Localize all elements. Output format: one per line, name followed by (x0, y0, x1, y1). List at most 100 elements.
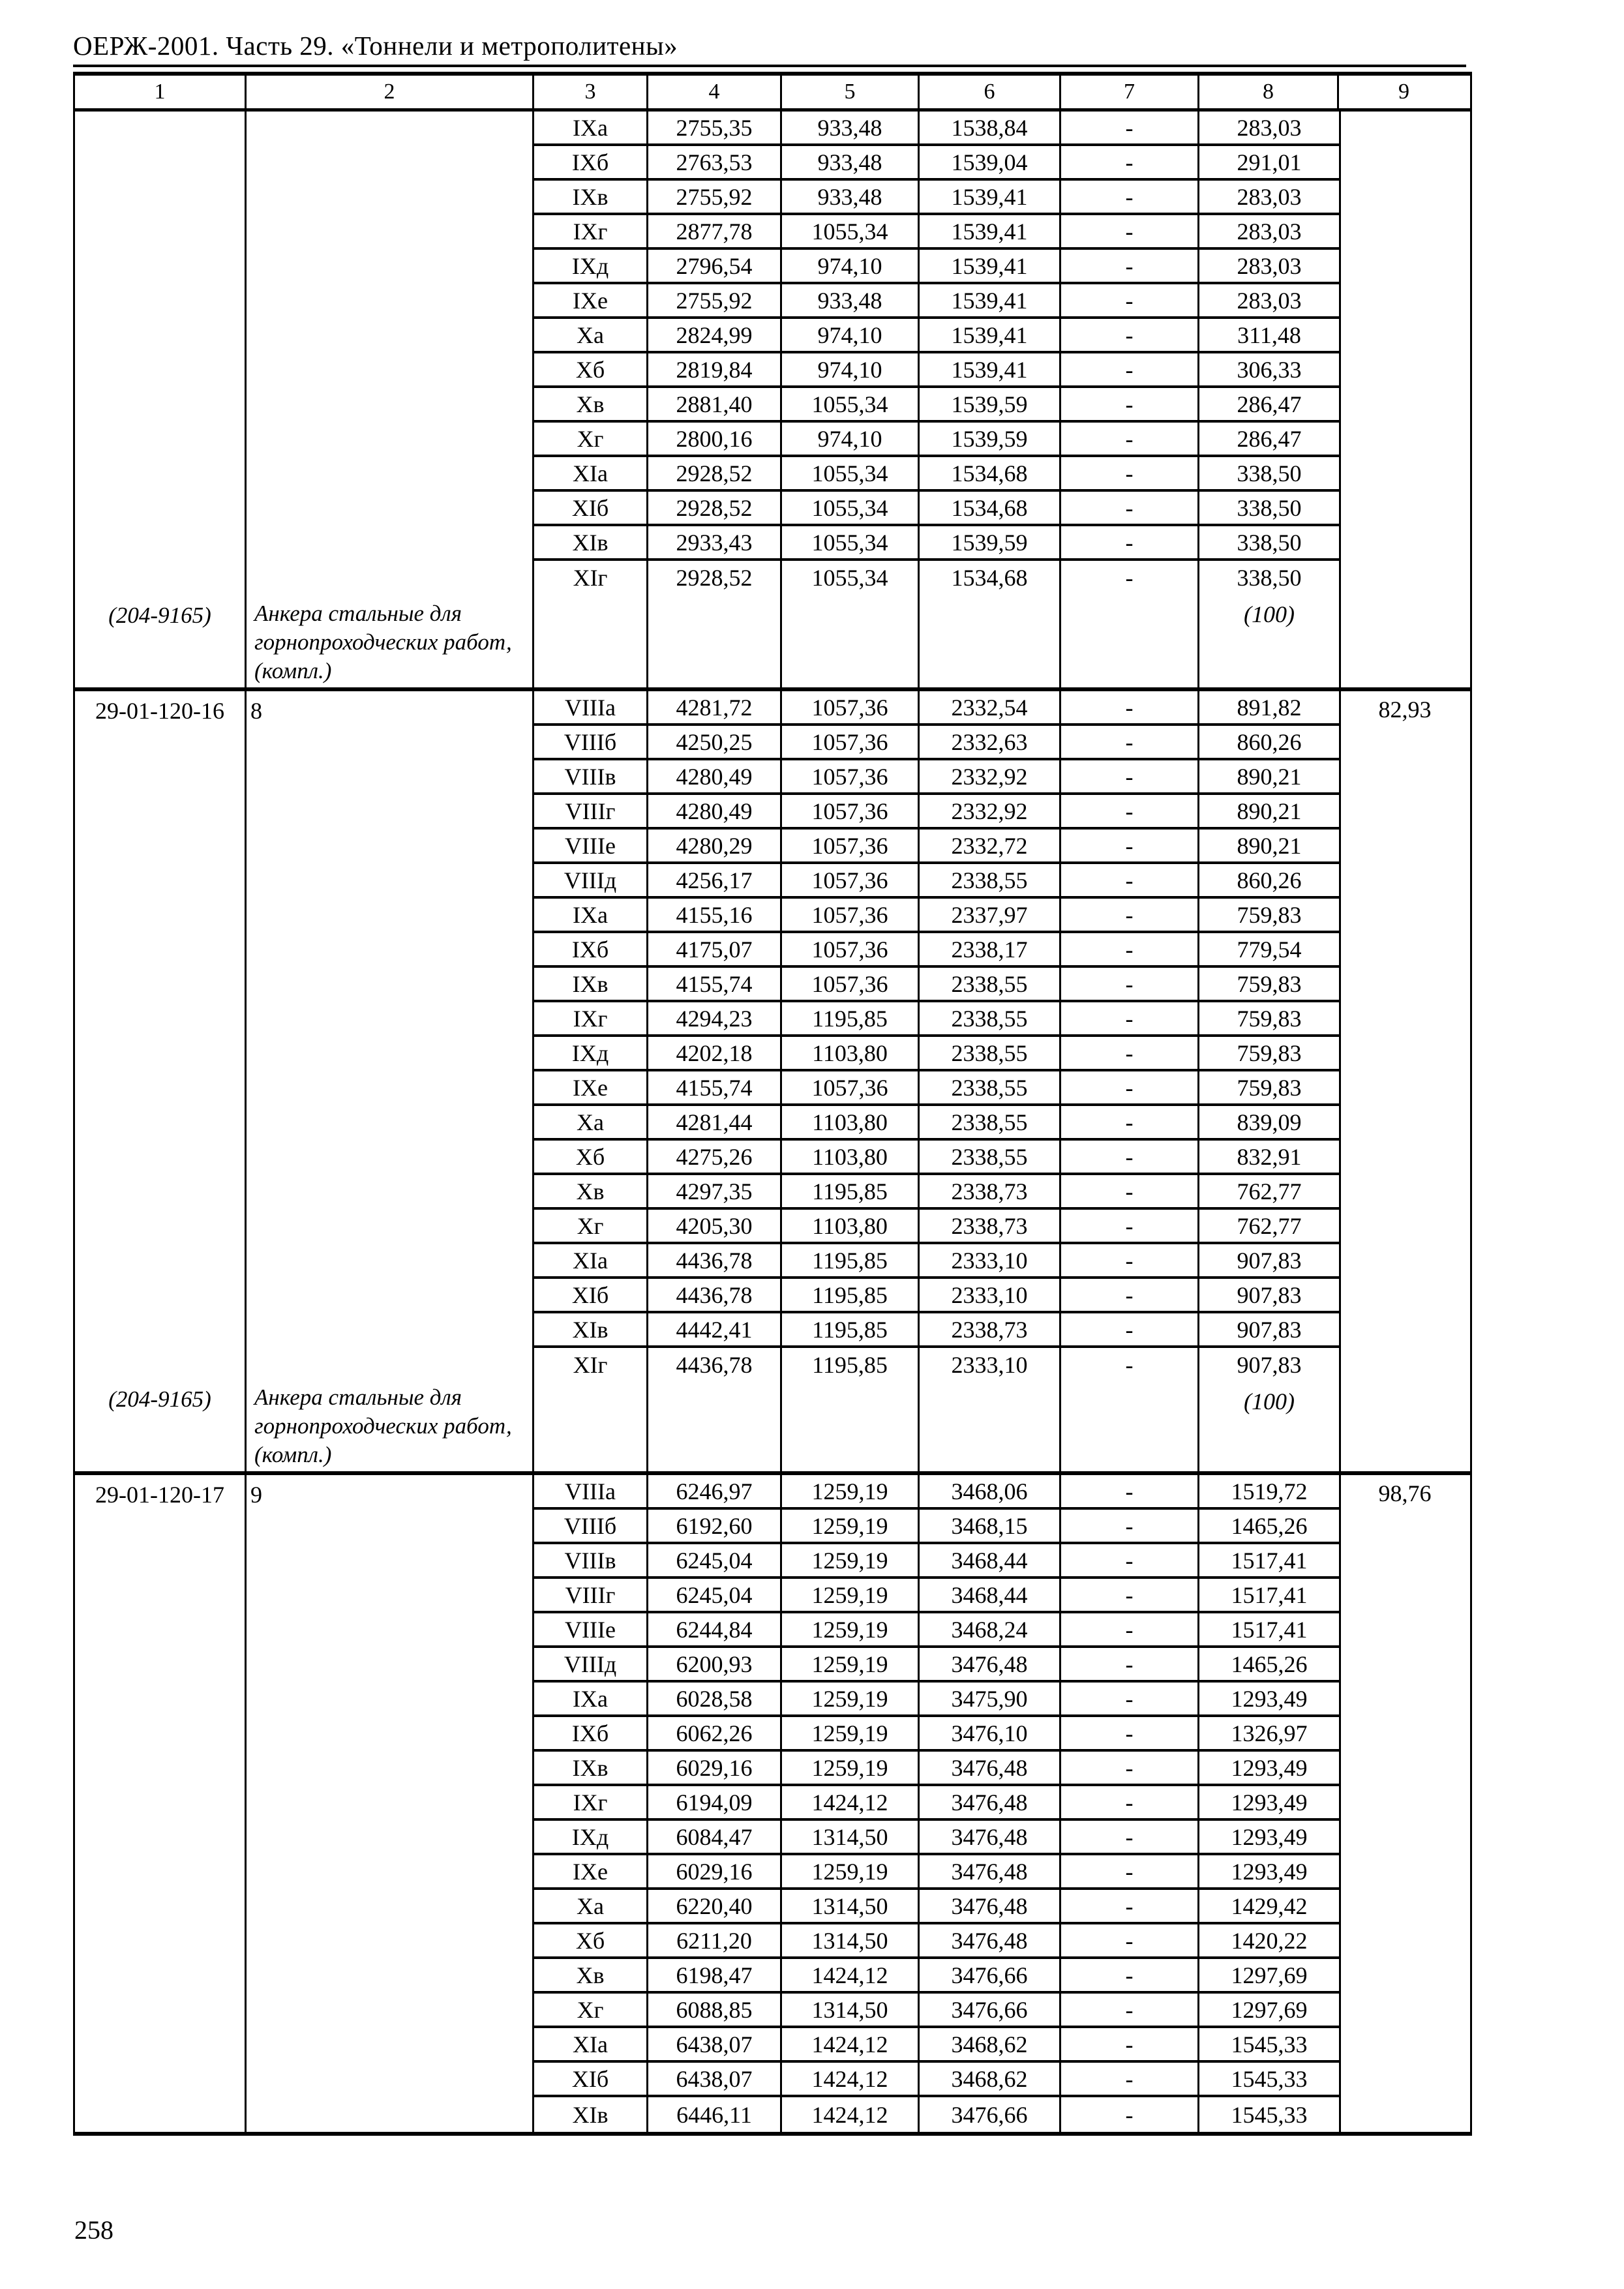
cell-c3: VIIIе (534, 830, 648, 861)
cell-c7: - (1061, 561, 1199, 687)
table-row: Xа 2824,99 974,10 1539,41- 311,48 (534, 319, 1339, 353)
cell-c4: 6438,07 (648, 2028, 782, 2060)
cell-c8: 762,77 (1237, 1178, 1302, 1204)
cell-c6: 3468,62 (920, 2063, 1061, 2095)
cell-c4: 4155,16 (648, 899, 782, 931)
cell-c5: 974,10 (782, 319, 920, 351)
cell-c4: 4250,25 (648, 726, 782, 758)
cell-c6: 2333,10 (920, 1279, 1061, 1311)
cell-c6: 3476,10 (920, 1717, 1061, 1749)
cell-c5: 1057,36 (782, 864, 920, 896)
cell-c4: 6088,85 (648, 1994, 782, 2026)
cell-c3: Xа (534, 1890, 648, 1922)
cell-c8: 286,47 (1237, 425, 1302, 452)
table-row: IXб 2763,53 933,48 1539,04- 291,01 (534, 146, 1339, 181)
cell-c6: 2332,72 (920, 830, 1061, 861)
cell-c7: - (1061, 1924, 1199, 1956)
cell-c6: 3468,62 (920, 2028, 1061, 2060)
cell-c4: 6084,47 (648, 1821, 782, 1853)
cell-c4: 2796,54 (648, 250, 782, 282)
table-row: IXе 2755,92 933,48 1539,41- 283,03 (534, 284, 1339, 319)
cell-c3: Xг (534, 423, 648, 455)
table-row: Xа 6220,40 1314,50 3476,48- 1429,42 (534, 1890, 1339, 1924)
cell-c6: 3468,15 (920, 1510, 1061, 1542)
cell-c5: 1103,80 (782, 1210, 920, 1242)
cell-c8: 759,83 (1237, 901, 1302, 928)
cell-c4: 6211,20 (648, 1924, 782, 1956)
cell-c7: - (1061, 1717, 1199, 1749)
cell-value: 338,50 (1237, 565, 1302, 591)
cell-c5: 1103,80 (782, 1141, 920, 1173)
cell-c6: 1539,41 (920, 250, 1061, 282)
cell-c7: - (1061, 1510, 1199, 1542)
norm-code: 29-01-120-17 (95, 1482, 224, 1508)
cell-c4: 2819,84 (648, 353, 782, 385)
cell-c3: IXд (534, 1037, 648, 1069)
table-row: VIIIе 4280,29 1057,36 2332,72- 890,21 (534, 830, 1339, 864)
col9-value: 82,93 (1378, 696, 1432, 723)
cell-c3: XIа (534, 2028, 648, 2060)
data-rows-block: VIIIа 6246,97 1259,19 3468,06-1519,72 VIIIб 6… (534, 1475, 1339, 2132)
table-row: VIIIе 6244,84 1259,19 3468,24- 1517,41 (534, 1613, 1339, 1648)
cell-c5: 1055,34 (782, 457, 920, 489)
cell-c3: XIб (534, 2063, 648, 2095)
cell-c6: 3476,66 (920, 1959, 1061, 1991)
cell-c5: 1259,19 (782, 1683, 920, 1714)
cell-c8: 779,54 (1237, 936, 1302, 963)
column-header-2: 2 (247, 76, 534, 108)
cell-c6: 1534,68 (920, 561, 1061, 687)
cell-c7: - (1061, 1855, 1199, 1887)
cell-c5: 1259,19 (782, 1544, 920, 1576)
cell-c8: 762,77 (1237, 1212, 1302, 1239)
cell-c7: - (1061, 1348, 1199, 1471)
cell-c5: 933,48 (782, 284, 920, 316)
cell-c4: 6029,16 (648, 1752, 782, 1784)
cell-c4: 6194,09 (648, 1786, 782, 1818)
cell-c3: XIб (534, 492, 648, 524)
table-row: Xв 6198,47 1424,12 3476,66- 1297,69 (534, 1959, 1339, 1994)
cell-c8: 1517,41 (1231, 1547, 1308, 1574)
cell-c7: - (1061, 968, 1199, 1000)
cell-c3: IXг (534, 215, 648, 247)
cell-c3: IXб (534, 933, 648, 965)
cell-c3: IXе (534, 1071, 648, 1103)
cell-c3: IXа (534, 1683, 648, 1714)
item-number: 9 (250, 1482, 262, 1508)
cell-c7: - (1061, 250, 1199, 282)
cell-c4: 6029,16 (648, 1855, 782, 1887)
column-header-1: 1 (75, 76, 247, 108)
cell-c4: 4281,72 (648, 691, 782, 723)
cell-c6: 2338,73 (920, 1175, 1061, 1207)
cell-c7: - (1061, 112, 1199, 143)
cell-c8: 1293,49 (1231, 1754, 1308, 1781)
cell-c8: 891,82 (1237, 694, 1302, 721)
table-row: IXг 2877,78 1055,34 1539,41- 283,03 (534, 215, 1339, 250)
cell-c4: 6245,04 (648, 1579, 782, 1611)
cell-c8: 1297,69 (1231, 1962, 1308, 1988)
col9-value: 98,76 (1378, 1480, 1432, 1506)
cell-c8: 338,50 (1237, 460, 1302, 486)
table-row: IXа 2755,35 933,48 1538,84- 283,03 (534, 112, 1339, 146)
cell-c5: 1057,36 (782, 933, 920, 965)
cell-c8: 1429,42 (1231, 1893, 1308, 1919)
cell-c5: 933,48 (782, 112, 920, 143)
cell-c3: IXв (534, 181, 648, 213)
cell-c8: 759,83 (1237, 1005, 1302, 1032)
cell-c7: - (1061, 423, 1199, 455)
cell-c6: 2333,10 (920, 1348, 1061, 1471)
cell-c6: 2332,63 (920, 726, 1061, 758)
table-row: IXд 6084,47 1314,50 3476,48- 1293,49 (534, 1821, 1339, 1855)
cell-c4: 6446,11 (648, 2097, 782, 2132)
cell-c4: 4155,74 (648, 1071, 782, 1103)
table-row: VIIIа 4281,72 1057,36 2332,54- 891,82 (534, 691, 1339, 726)
cell-c3: IXг (534, 1002, 648, 1034)
cell-c3: XIв (534, 2097, 648, 2132)
cell-c7: - (1061, 1002, 1199, 1034)
cell-c3: IXб (534, 1717, 648, 1749)
vendor-code: (204-9165) (108, 1386, 211, 1412)
cell-c3: VIIIа (534, 691, 648, 723)
cell-c4: 6438,07 (648, 2063, 782, 2095)
table-row: IXб 4175,07 1057,36 2338,17- 779,54 (534, 933, 1339, 968)
cell-c4: 6220,40 (648, 1890, 782, 1922)
